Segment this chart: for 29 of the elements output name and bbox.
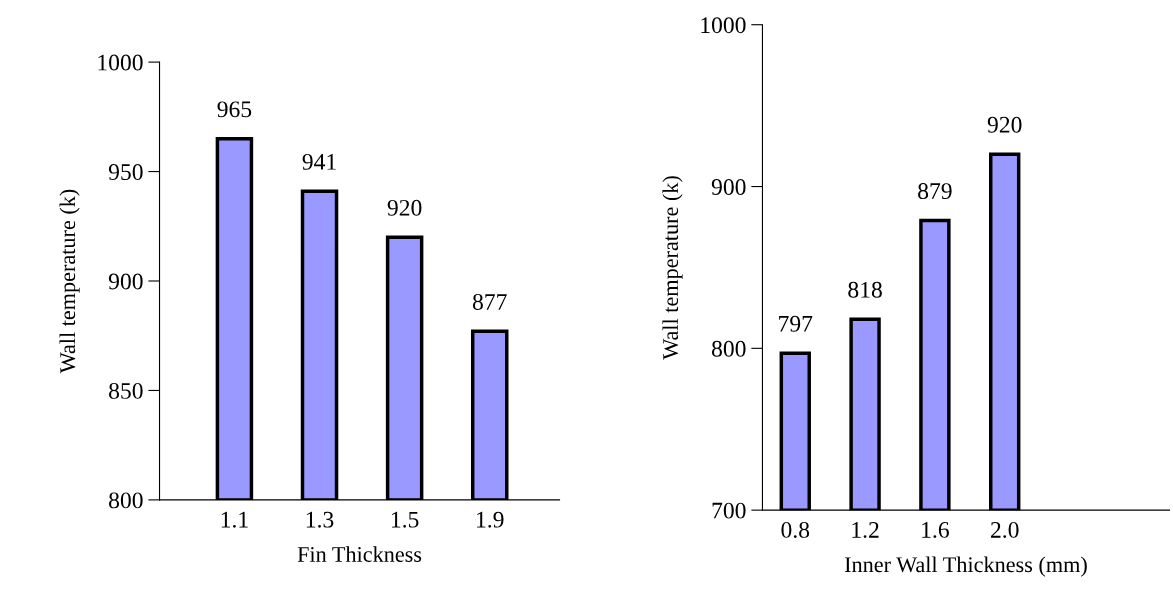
- y-tick-label: 1000: [701, 17, 746, 34]
- x-tick-label: 1.1: [221, 511, 248, 528]
- y-tick-label: 850: [109, 382, 143, 399]
- data-label: 941: [302, 153, 336, 170]
- x-tick-label: 0.8: [781, 521, 810, 538]
- y-tick-label: 800: [711, 340, 746, 357]
- x-tick-label: 2.0: [990, 521, 1019, 538]
- x-tick-label: 1.6: [922, 522, 949, 538]
- data-label: 797: [779, 315, 813, 332]
- data-label: 920: [987, 116, 1022, 133]
- y-tick-label: 700: [712, 502, 746, 519]
- data-label: 818: [848, 281, 882, 298]
- data-label: 920: [387, 199, 422, 216]
- y-tick-label: 900: [108, 273, 143, 290]
- x-tick-label: 1.9: [477, 511, 504, 528]
- x-tick-label: 1.2: [852, 522, 879, 538]
- x-axis-title: Fin Thickness: [297, 546, 422, 562]
- y-tick-label: 800: [109, 492, 143, 509]
- y-tick-label: 900: [711, 179, 746, 195]
- y-tick-label: 1000: [98, 54, 143, 71]
- y-axis-title: Wall temperature (k): [662, 176, 683, 360]
- data-label: 965: [217, 101, 252, 118]
- x-tick-label: 1.5: [391, 511, 419, 528]
- y-tick-label: 950: [108, 164, 143, 180]
- data-label: 877: [472, 293, 507, 310]
- x-axis-title: Inner Wall Thickness (mm): [844, 556, 1087, 577]
- data-label: 879: [918, 183, 952, 200]
- y-axis-title: Wall temperature (k): [59, 189, 80, 374]
- x-tick-label: 1.3: [306, 511, 334, 528]
